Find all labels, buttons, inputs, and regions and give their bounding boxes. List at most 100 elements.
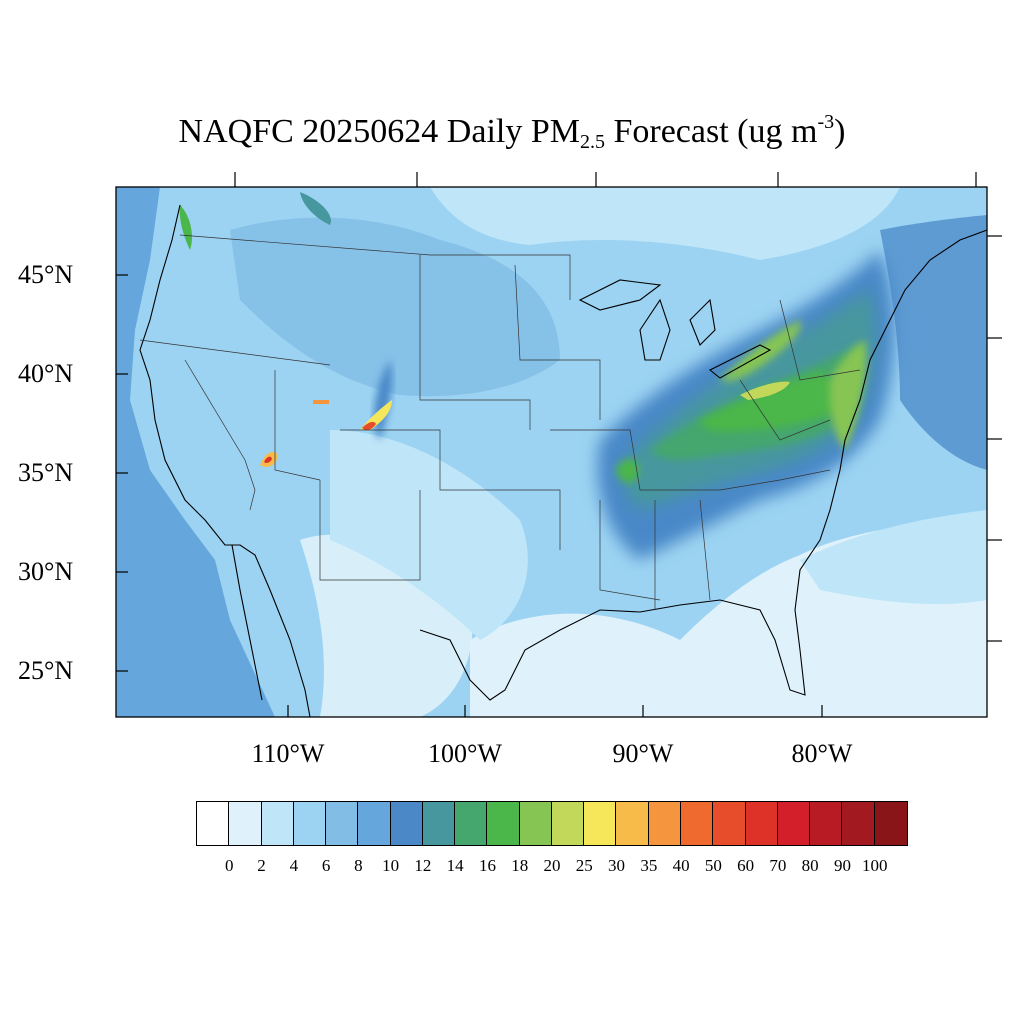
lon-label-100w: 100°W — [428, 739, 502, 768]
colorbar-tick-label: 14 — [446, 856, 464, 875]
colorbar-box — [842, 802, 875, 845]
colorbar-box — [584, 802, 617, 845]
alberta-spot — [300, 192, 331, 225]
colorbar-tick-label: 6 — [321, 856, 331, 875]
ohio-valley-peak — [740, 381, 790, 400]
colorbar-box — [551, 802, 585, 845]
border-4 — [319, 480, 421, 581]
west-coast-line — [139, 204, 311, 717]
colorbar-box — [326, 802, 359, 845]
border-11 — [699, 499, 711, 601]
colorbar-tick-label: 40 — [672, 856, 690, 875]
colorbar-tick-label: 10 — [382, 856, 400, 875]
axis-ticks — [116, 172, 1002, 717]
colorbar-box — [745, 802, 778, 845]
arizona-fire-inner — [264, 456, 272, 463]
pacific-region — [116, 187, 275, 717]
title-prefix: NAQFC 20250624 Daily PM — [178, 113, 580, 150]
lake-michigan — [639, 298, 671, 361]
colorbar-box — [777, 802, 811, 845]
colorbar-tick-label: 20 — [543, 856, 561, 875]
border-9 — [599, 500, 661, 601]
colorbar-tick-label: 16 — [478, 856, 496, 875]
title-subscript: 2.5 — [579, 131, 605, 153]
lat-label-35n: 35°N — [18, 458, 74, 487]
colorbar-tick-label: 60 — [737, 856, 755, 875]
colorbar-tick-label: 8 — [354, 856, 363, 875]
border-2 — [184, 359, 256, 511]
colorbar-tick-label: 80 — [801, 856, 819, 875]
offshore-region — [880, 215, 987, 470]
colorbar-box — [390, 802, 423, 845]
map-title: NAQFC 20250624 Daily PM2.5 Forecast (ug … — [0, 112, 1024, 152]
northern-border — [179, 234, 571, 300]
border-5 — [340, 429, 561, 550]
baja-line — [231, 544, 263, 701]
title-suffix: ) — [834, 113, 846, 150]
lon-label-110w: 110°W — [251, 739, 325, 768]
border-6 — [419, 255, 531, 430]
colorado-fire-outer — [360, 400, 392, 430]
canada-region — [430, 187, 900, 260]
colorbar-box — [358, 802, 391, 845]
colorbar-tick-label: 12 — [414, 856, 432, 875]
colorbar-tick-label: 2 — [257, 856, 266, 875]
lake-huron — [689, 298, 716, 346]
lat-label-40n: 40°N — [18, 359, 74, 388]
colorbar-box — [261, 802, 294, 845]
atlantic-mid-region — [800, 510, 987, 605]
colorbar-tick-label: 100 — [861, 856, 888, 875]
concentration-field — [116, 187, 987, 717]
colorbar-box — [197, 802, 230, 845]
colorbar-tick-label: 4 — [289, 856, 299, 875]
colorbar-tick-label: 50 — [704, 856, 722, 875]
lat-label-45n: 45°N — [18, 260, 74, 289]
colorbar-tick-label: 25 — [575, 856, 593, 875]
colorado-fire-inner — [362, 421, 376, 431]
lon-label-90w: 90°W — [612, 739, 674, 768]
map-frame — [115, 186, 988, 718]
puget-sound-spot — [179, 205, 192, 250]
border-1 — [139, 339, 331, 366]
mississippi-spot — [615, 458, 640, 484]
plains-region — [330, 430, 528, 640]
utah-fire — [313, 400, 329, 404]
lake-superior — [578, 279, 662, 311]
lat-label-25n: 25°N — [18, 656, 74, 685]
border-12 — [739, 379, 831, 441]
colorbar-box — [229, 802, 262, 845]
border-7 — [514, 264, 601, 420]
east-coast-plume — [829, 340, 867, 450]
colorbar-tick-label: 70 — [769, 856, 787, 875]
colorbar-box — [455, 802, 488, 845]
colorbar-box — [680, 802, 714, 845]
colorbar-tick-label: 90 — [833, 856, 851, 875]
border-3 — [274, 370, 321, 481]
gulf-east-coast-line — [419, 229, 987, 701]
colorbar-box — [874, 802, 907, 845]
colorbar-tick-label: 18 — [511, 856, 529, 875]
colorbar-box — [519, 802, 552, 845]
coastlines — [139, 204, 987, 717]
border-8 — [550, 429, 831, 491]
northern-plains-region — [230, 217, 560, 397]
colorbar-box — [713, 802, 746, 845]
colorbar-tick-label: 0 — [225, 856, 234, 875]
colorbar — [196, 801, 908, 846]
colorbar-tick-label: 35 — [640, 856, 658, 875]
colorbar-box — [293, 802, 327, 845]
title-middle: Forecast (ug m — [604, 113, 818, 150]
title-superscript: -3 — [817, 111, 835, 133]
colorbar-box — [616, 802, 649, 845]
lon-label-80w: 80°W — [791, 739, 853, 768]
colorbar-box — [810, 802, 843, 845]
lat-label-30n: 30°N — [18, 557, 74, 586]
eastern-plume-core — [700, 372, 842, 432]
lake-erie-plume — [720, 320, 801, 382]
colorbar-box — [422, 802, 456, 845]
lake-erie — [708, 344, 772, 379]
state-borders — [139, 234, 861, 610]
colorbar-tick-label: 30 — [608, 856, 626, 875]
border-13 — [779, 299, 861, 381]
